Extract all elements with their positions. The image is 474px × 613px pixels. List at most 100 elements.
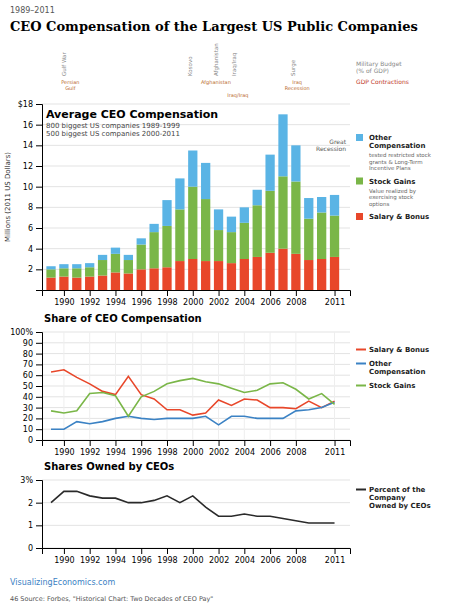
tick-mark [36,418,42,419]
bar [265,155,274,191]
bar [214,261,223,290]
tick-label: 16 [23,121,33,130]
bar [162,226,171,267]
bar [59,264,68,268]
grid-line-y [42,145,350,146]
bar [149,224,158,232]
tick-label: 1992 [80,298,100,307]
grid [42,480,350,548]
tick-mark [141,548,142,554]
x-tick: 2002 [209,548,229,565]
x-tick: 2004 [235,440,255,457]
legend-description: tested restricted stockgrants & Long-Ter… [369,152,432,171]
text-line: Company [369,494,406,502]
bar [137,245,146,270]
text-line: GDP Contractions [356,78,409,85]
tick-mark [36,503,42,504]
axis-domain [36,481,43,549]
grid-line-y [42,525,350,526]
tick-mark [36,440,42,441]
tick-mark [36,332,42,333]
x-tick: 2006 [260,290,280,307]
x-tick: 2011 [325,440,345,457]
y-tick: 4 [28,245,42,254]
tick-mark [296,548,297,554]
tick-mark [36,397,42,398]
x-tick: 1998 [157,290,177,307]
x-tick: 1996 [132,548,152,565]
tick-label: 70 [23,360,33,369]
tick-mark [335,548,336,554]
x-tick: 1994 [106,290,126,307]
chart-svg: 1989–2011CEO Compensation of the Largest… [0,0,474,613]
bar [85,267,94,276]
y-tick: 2 [28,499,42,508]
tick-label: 1996 [132,448,152,457]
legend: OtherCompensationtested restricted stock… [356,134,432,221]
tick-label: 0 [28,436,33,445]
tick-label: 6 [28,224,33,233]
x-tick: 1994 [106,440,126,457]
war-label: Surge [290,59,297,76]
y-tick: 3% [20,476,42,485]
y-tick: 14 [23,141,42,150]
y-tick: 40 [23,393,42,402]
tick-mark [244,548,245,554]
bar [162,200,171,226]
legend-swatch [356,489,366,491]
legend-entry: Salary & Bonus [369,346,429,354]
tick-label: 2008 [286,556,306,565]
x-tick: 1992 [80,440,100,457]
war-label: Iraq/Iraq [231,53,238,76]
bar [253,205,262,257]
axis-domain [36,333,43,441]
tick-label: 2006 [260,448,280,457]
tick-label: 60 [23,371,33,380]
tick-label: 8 [28,203,33,212]
y-tick: 10 [23,183,42,192]
bar [188,151,197,187]
bar [111,248,120,254]
bar [137,238,146,244]
bar [98,276,107,290]
bar [278,114,287,176]
legend-swatch [356,363,366,365]
bar [111,272,120,290]
grid-line-y [42,104,350,105]
bar [162,267,171,290]
text-line: tested restricted stock [369,152,432,158]
tick-label: 1996 [132,556,152,565]
bar [265,191,274,253]
bar [240,207,249,223]
chart-title: Average CEO Compensation [46,108,218,121]
x-tick: 1992 [80,548,100,565]
tick-label: 1994 [106,448,126,457]
y-tick: 50 [23,382,42,391]
tick-label: 2002 [209,556,229,565]
bar [149,232,158,268]
tick-mark [36,166,42,167]
bar [201,163,210,199]
tick-label: 2 [28,265,33,274]
tick-label: 1992 [80,556,100,565]
tick-label: 2011 [325,556,345,565]
bar [304,198,313,219]
x-tick: 2006 [260,440,280,457]
tick-mark [64,548,65,554]
tick-label: 20 [23,414,33,423]
tick-label: 1996 [132,298,152,307]
texts: Average CEO Compensation800 biggest US c… [4,43,409,242]
tick-mark [36,408,42,409]
y-axis: 0123% [20,476,42,553]
legend-entry: Salary & Bonus [369,213,429,221]
bar [111,254,120,273]
text-line: Owned by CEOs [369,502,431,510]
bar [317,197,326,213]
tick-mark [167,290,168,296]
bar [240,259,249,290]
x-tick: 2002 [209,440,229,457]
grid-line-x [115,332,116,440]
text-line: Other [369,360,392,368]
tick-label: 1990 [54,556,74,565]
tick-mark [64,440,65,446]
